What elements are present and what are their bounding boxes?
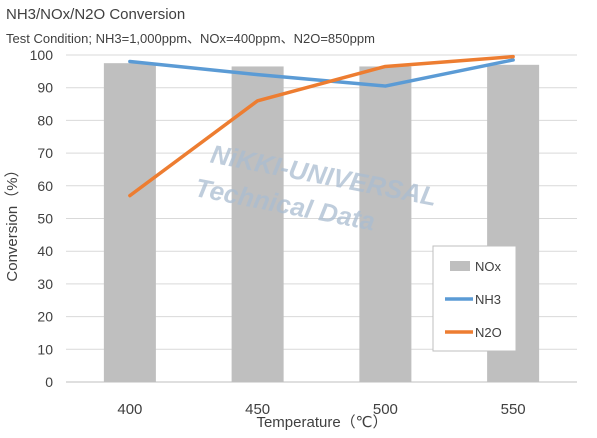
line-n2o <box>128 54 515 198</box>
x-tick-labels: 400 450 500 550 <box>117 401 525 418</box>
y-tick-labels: 0 10 20 30 40 50 60 70 80 90 100 <box>30 47 54 390</box>
bar-nox-450 <box>231 66 284 382</box>
y-tick-label: 30 <box>37 276 53 292</box>
x-tick-label: 500 <box>373 401 398 418</box>
y-tick-label: 90 <box>37 80 53 96</box>
y-tick-label: 40 <box>37 243 53 259</box>
nox-bars <box>103 63 540 383</box>
bar-nox-500 <box>359 66 412 382</box>
y-axis-label: Conversion（%） <box>4 162 21 281</box>
legend-swatch-nox <box>450 261 470 271</box>
y-tick-label: 20 <box>37 309 53 325</box>
x-tick-label: 450 <box>245 401 270 418</box>
y-tick-label: 0 <box>45 374 53 390</box>
legend-label-nox: NOx <box>475 259 502 274</box>
line-nh3 <box>128 58 515 88</box>
legend-label-nh3: NH3 <box>475 292 501 307</box>
y-tick-label: 70 <box>37 145 53 161</box>
bar-nox-400 <box>103 63 156 383</box>
y-tick-label: 60 <box>37 178 53 194</box>
y-tick-label: 50 <box>37 211 53 227</box>
chart-title: NH3/NOx/N2O Conversion <box>6 6 186 23</box>
x-tick-label: 400 <box>117 401 142 418</box>
series-lines <box>128 54 515 198</box>
y-tick-label: 80 <box>37 112 53 128</box>
x-tick-label: 550 <box>501 401 526 418</box>
legend-label-n2o: N2O <box>475 325 502 340</box>
legend: NOx NH3 N2O <box>432 245 517 352</box>
y-tick-label: 10 <box>37 341 53 357</box>
x-axis-label: Temperature（℃） <box>256 414 387 431</box>
chart-subtitle: Test Condition; NH3=1,000ppm、NOx=400ppm、… <box>6 31 375 46</box>
y-tick-label: 100 <box>30 47 54 63</box>
